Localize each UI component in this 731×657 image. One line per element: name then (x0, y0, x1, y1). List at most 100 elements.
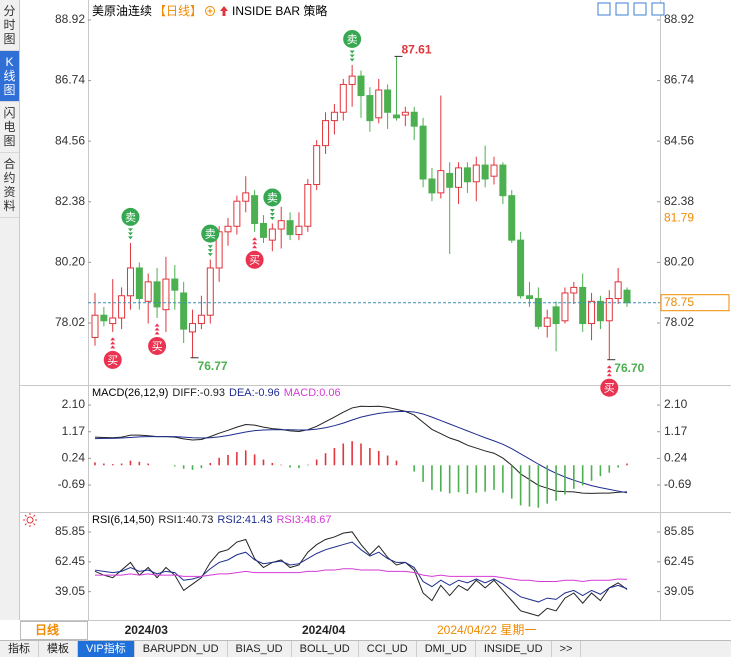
y-tick-label: 80.20 (55, 255, 85, 269)
candle-body (552, 306, 560, 325)
candle-body (322, 120, 330, 147)
indicator-line (94, 531, 628, 617)
candle-body (251, 195, 259, 224)
candle-body (490, 164, 498, 177)
indicator-title: RSI(6,14,50) (92, 514, 155, 526)
candle-body (162, 278, 170, 311)
chart-header: 美原油连续 【日线】 INSIDE BAR 策略 (92, 2, 327, 19)
signal-arrow (349, 50, 355, 54)
indicator-tab[interactable]: 模板 (39, 641, 78, 657)
sidebar-tab[interactable]: 合约资料 (0, 153, 19, 218)
period-box[interactable]: 日线 (20, 621, 88, 640)
candle-body (384, 89, 392, 113)
candle-body (189, 323, 197, 333)
add-icon[interactable] (204, 5, 216, 17)
y-tick-label: 1.17 (664, 424, 688, 438)
settings-icon[interactable] (633, 2, 647, 16)
sidebar-tab[interactable]: 闪电图 (0, 102, 19, 153)
indicator-line (94, 410, 628, 494)
candle-body (126, 267, 134, 297)
candle-body (144, 281, 152, 302)
candle-body (410, 111, 418, 127)
buy-signal-label: 买 (249, 254, 260, 267)
signal-arrow (207, 245, 213, 249)
candle-body (357, 75, 365, 97)
sell-signal-label: 卖 (347, 33, 358, 46)
buy-signal-label: 买 (604, 382, 615, 395)
candle-body (428, 178, 436, 194)
buy-signal-label: 买 (107, 354, 118, 367)
extreme-label: 76.70 (614, 361, 644, 375)
candle-body (197, 314, 205, 325)
candle-body (525, 295, 533, 300)
signal-arrow (154, 327, 160, 331)
indicator-tab[interactable]: BOLL_UD (292, 641, 359, 657)
candle-body (348, 75, 356, 85)
legend-entry: RSI1:40.73 (158, 514, 214, 526)
sell-signal (343, 29, 362, 48)
indicator-tab[interactable]: BIAS_UD (228, 641, 292, 657)
indicator-title: MACD(26,12,9) (92, 387, 169, 399)
candle-body (543, 317, 551, 327)
candle-body (330, 111, 338, 122)
candle-body (242, 192, 250, 202)
indicator-tab[interactable]: >> (552, 641, 582, 657)
y-tick-label: 84.56 (55, 133, 85, 147)
y-tick-label: 2.10 (664, 397, 688, 411)
candle-body (304, 184, 312, 227)
sidebar-tab[interactable]: 分时图 (0, 0, 19, 51)
y-tick-label: 0.24 (664, 451, 688, 465)
candle-body (91, 314, 99, 338)
zoom-out-icon[interactable] (615, 2, 629, 16)
buy-signal (103, 350, 122, 369)
candle-body (286, 220, 294, 236)
sell-signal-label: 卖 (267, 191, 278, 204)
indicator-tab[interactable]: INSIDE_UD (476, 641, 552, 657)
signal-arrow (606, 373, 612, 377)
indicator-line (95, 568, 628, 583)
signal-arrow (207, 249, 213, 253)
strategy-name: INSIDE BAR 策略 (232, 4, 328, 18)
icon-part (23, 513, 37, 527)
indicator-tab[interactable]: BARUPDN_UD (135, 641, 228, 657)
indicator-tab[interactable]: 指标 (0, 641, 39, 657)
candle-body (437, 170, 445, 194)
sell-signal (121, 207, 140, 226)
candle-body (481, 164, 489, 180)
fullscreen-icon[interactable] (651, 2, 665, 16)
signal-arrow (269, 212, 275, 216)
last-price-label: 78.75 (664, 295, 694, 309)
legend-entry: MACD:0.06 (283, 387, 341, 399)
indicator-tab[interactable]: VIP指标 (78, 641, 135, 657)
signal-arrow (127, 236, 133, 240)
signal-arrow (127, 228, 133, 232)
instrument-name: 美原油连续 (92, 4, 153, 18)
candle-body (455, 167, 463, 188)
y-tick-label: 88.92 (55, 12, 85, 26)
toolbar-icons[interactable] (597, 2, 665, 16)
indicator-tab[interactable]: DMI_UD (417, 641, 476, 657)
y-tick-label: 0.24 (62, 451, 86, 465)
sidebar-tab[interactable]: K线图 (0, 51, 19, 102)
y-tick-label: 82.38 (664, 194, 694, 208)
indicator-tabs: 指标 模板 VIP指标 BARUPDN_UD BIAS_UD BOLL_UD CCI_UD D… (0, 640, 731, 657)
candle-body (339, 83, 347, 113)
candle-body (534, 298, 542, 327)
candle-body (233, 200, 241, 227)
last-price-box (660, 294, 730, 312)
buy-signal (245, 250, 264, 269)
period[interactable]: 【日线】 (154, 4, 203, 18)
rsi-settings-icon[interactable] (23, 513, 37, 527)
signal-arrow (252, 241, 258, 245)
buy-signal (148, 336, 167, 355)
y-tick-label: 78.02 (55, 315, 85, 329)
signal-arrow (127, 232, 133, 236)
indicator-tab[interactable]: CCI_UD (359, 641, 417, 657)
zoom-in-icon[interactable] (597, 2, 611, 16)
candle-body (419, 125, 427, 180)
y-tick-label: 39.05 (55, 584, 85, 598)
signal-arrow (207, 253, 213, 257)
y-tick-label: 86.74 (55, 73, 85, 87)
candle-body (366, 95, 374, 122)
candle-body (153, 281, 161, 308)
